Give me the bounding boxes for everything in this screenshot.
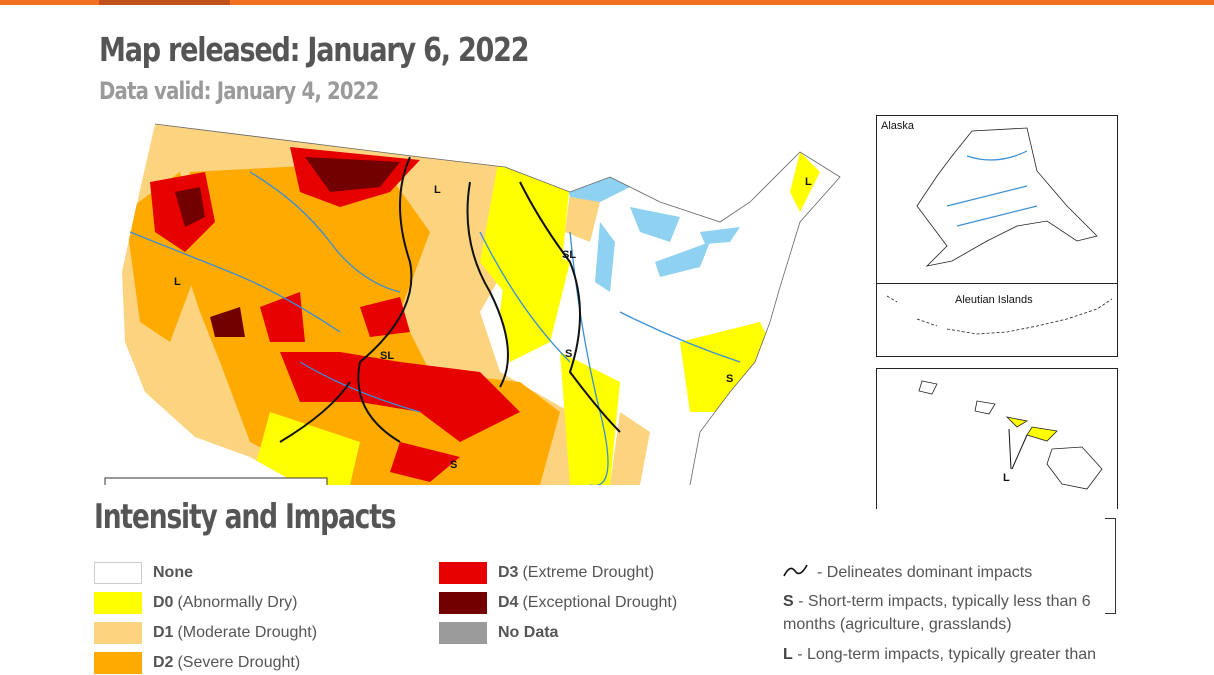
- legend-item-d4: D4 (Exceptional Drought): [439, 591, 677, 615]
- long-term-text: - Long-term impacts, typically greater t…: [792, 646, 1097, 663]
- legend-title: Intensity and Impacts: [94, 497, 397, 537]
- impact-label: S: [726, 373, 733, 385]
- legend-item-d0: D0 (Abnormally Dry): [94, 591, 297, 615]
- hawaii-inset[interactable]: L: [876, 368, 1118, 509]
- legend-code: D0: [153, 594, 174, 611]
- swatch-nodata: [439, 622, 487, 644]
- swatch-none: [94, 562, 142, 584]
- legend-desc: (Exceptional Drought): [522, 594, 678, 611]
- country-outline: [154, 123, 841, 485]
- legend-item-d2: D2 (Severe Drought): [94, 651, 300, 675]
- alaska-shape: [916, 127, 1098, 267]
- legend-code: No Data: [498, 624, 559, 641]
- aleutian-inset[interactable]: Aleutian Islands: [876, 283, 1118, 357]
- impact-label: S: [565, 348, 572, 360]
- legend-item-d1: D1 (Moderate Drought): [94, 621, 317, 645]
- drought-map[interactable]: L L SL L S SL S S: [100, 112, 860, 485]
- legend-code: D3: [498, 564, 519, 581]
- top-accent-tab: [99, 0, 230, 5]
- legend-desc: (Moderate Drought): [177, 624, 318, 641]
- alaska-label: Alaska: [881, 120, 915, 132]
- short-term-note: S - Short-term impacts, typically less t…: [783, 590, 1113, 636]
- impact-boundaries: [279, 156, 621, 443]
- legend-item-d3: D3 (Extreme Drought): [439, 561, 654, 585]
- short-term-text: - Short-term impacts, typically less tha…: [783, 593, 1091, 633]
- legend-desc: (Abnormally Dry): [177, 594, 298, 611]
- impact-label: L: [805, 176, 812, 188]
- impact-label: S: [450, 459, 457, 471]
- hawaii-shape: L: [918, 380, 1103, 490]
- impact-label: L: [174, 276, 181, 288]
- legend-code: None: [153, 564, 193, 581]
- aleutian-label: Aleutian Islands: [955, 294, 1033, 306]
- legend-code: D4: [498, 594, 519, 611]
- swatch-d0: [94, 592, 142, 614]
- legend-bracket: [1105, 518, 1116, 614]
- swatch-d3: [439, 562, 487, 584]
- map-released-title: Map released: January 6, 2022: [99, 30, 530, 69]
- legend-code: D2: [153, 654, 174, 671]
- long-term-note: L - Long-term impacts, typically greater…: [783, 643, 1113, 666]
- data-valid-subtitle: Data valid: January 4, 2022: [99, 77, 379, 105]
- legend-item-none: None: [94, 561, 193, 585]
- map-key-box: [104, 477, 328, 485]
- top-accent-bar: [0, 0, 1214, 5]
- impact-label: L: [434, 184, 441, 196]
- impact-label: L: [1003, 472, 1010, 484]
- swatch-d2: [94, 652, 142, 674]
- alaska-inset[interactable]: Alaska: [876, 115, 1118, 284]
- long-term-code: L: [783, 646, 793, 663]
- swatch-d1: [94, 622, 142, 644]
- impact-line-note: - Delineates dominant impacts: [817, 564, 1033, 581]
- aleutian-shape: [886, 295, 1113, 335]
- short-term-code: S: [783, 593, 794, 610]
- impact-label: SL: [380, 350, 394, 362]
- legend-desc: (Extreme Drought): [522, 564, 655, 581]
- impact-label: SL: [562, 249, 576, 261]
- legend-code: D1: [153, 624, 174, 641]
- legend-item-nodata: No Data: [439, 621, 558, 645]
- drought-areas: [122, 124, 840, 485]
- swatch-d4: [439, 592, 487, 614]
- legend-desc: (Severe Drought): [177, 654, 301, 671]
- impact-line-icon: [783, 564, 808, 577]
